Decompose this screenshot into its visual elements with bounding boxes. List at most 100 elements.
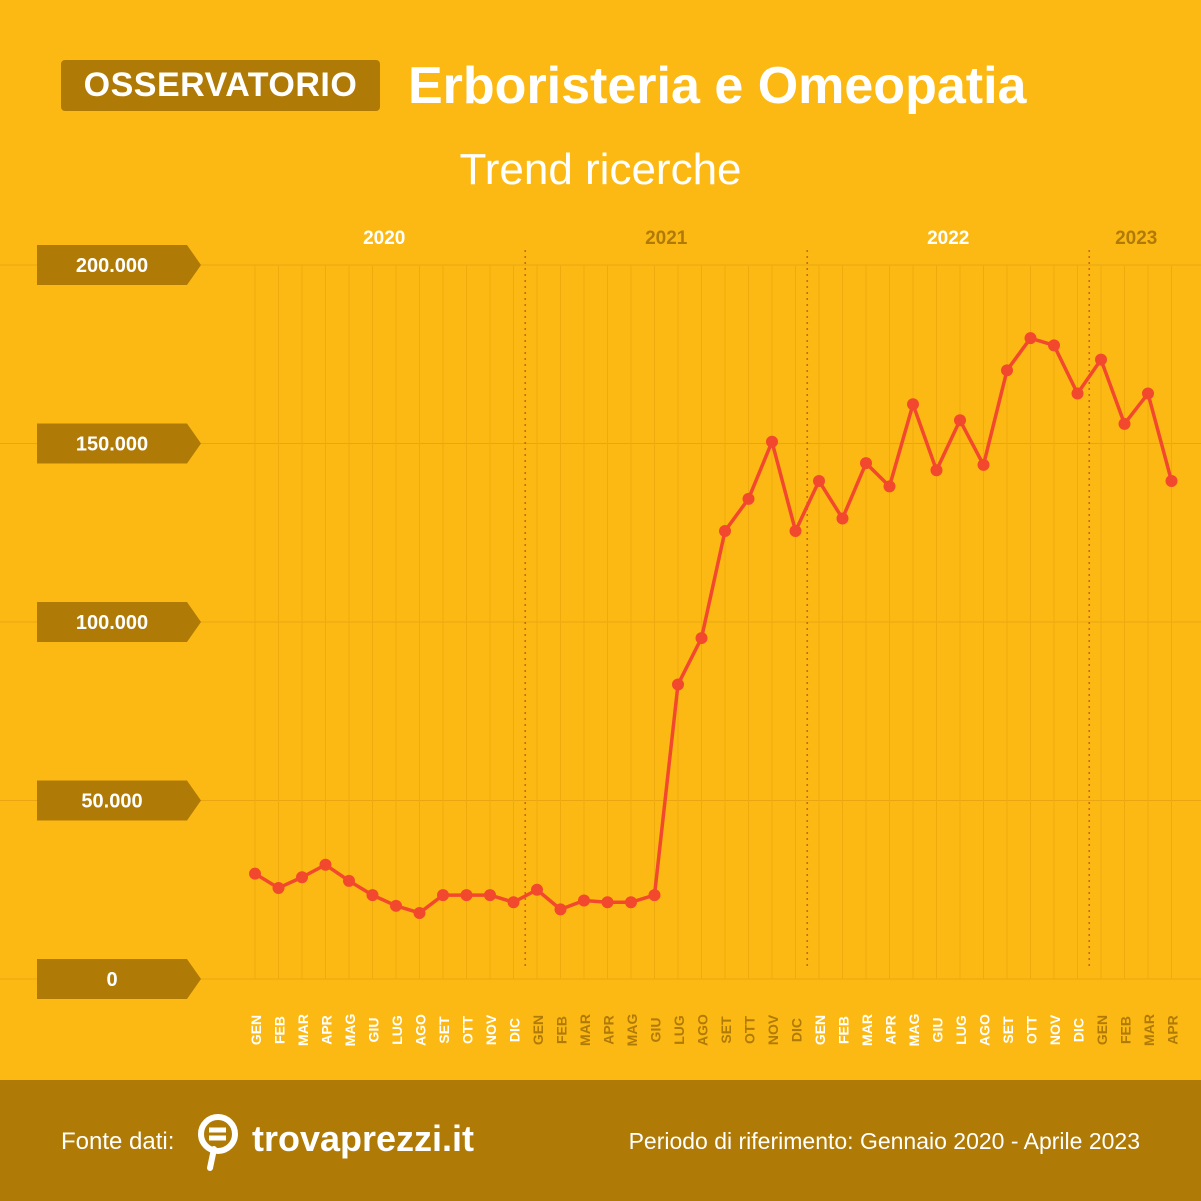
data-point — [437, 889, 449, 902]
month-tick-label: MAG — [624, 1014, 640, 1047]
y-tick-badge — [37, 245, 201, 285]
data-point — [672, 678, 684, 691]
data-point — [813, 474, 825, 487]
month-tick-label: NOV — [483, 1014, 499, 1045]
month-tick-label: GEN — [812, 1015, 828, 1045]
fonte-label: Fonte dati: — [61, 1128, 175, 1155]
year-label: 2023 — [1115, 228, 1157, 249]
month-tick-label: OTT — [1024, 1016, 1040, 1044]
month-tick-label: MAR — [1141, 1014, 1157, 1046]
trovaprezzi-logo-icon — [198, 1114, 238, 1171]
header: OSSERVATORIO Erboristeria e Omeopatia Tr… — [0, 0, 1201, 194]
y-tick-label: 100.000 — [76, 612, 148, 634]
month-tick-label: GEN — [1094, 1015, 1110, 1045]
data-point — [860, 457, 872, 470]
y-tick-badge — [37, 602, 201, 642]
month-tick-label: SET — [436, 1016, 452, 1044]
data-point — [648, 889, 661, 902]
month-tick-label: MAR — [295, 1014, 311, 1046]
month-tick-label: DIC — [1071, 1018, 1087, 1042]
data-point — [766, 435, 778, 448]
page-title: Erboristeria e Omeopatia — [408, 57, 1027, 115]
data-point — [1001, 364, 1013, 377]
year-label: 2020 — [363, 228, 405, 249]
y-tick-badge — [37, 423, 201, 464]
data-point — [272, 881, 285, 894]
y-tick-badge — [37, 959, 201, 999]
month-tick-label: LUG — [953, 1015, 969, 1045]
month-tick-label: DIC — [789, 1018, 805, 1042]
data-point — [1118, 417, 1131, 430]
data-point — [601, 896, 614, 909]
data-point — [742, 492, 755, 505]
month-tick-label: FEB — [1118, 1016, 1134, 1044]
month-tick-label: OTT — [460, 1016, 476, 1044]
month-tick-label: FEB — [836, 1016, 852, 1044]
month-tick-label: GIU — [930, 1018, 946, 1043]
data-point — [695, 632, 708, 645]
chart-subtitle: Trend ricerche — [459, 145, 742, 194]
data-point — [1142, 387, 1154, 400]
month-tick-label: APR — [1165, 1015, 1181, 1045]
data-point — [390, 899, 402, 912]
y-tick-label: 50.000 — [81, 791, 142, 813]
data-point — [1095, 353, 1107, 366]
data-point — [531, 883, 543, 896]
trend-line-chart: 2020 2021 2022 2023 0 50.000 100.000 150.000 200… — [0, 228, 1201, 1047]
data-point — [1048, 339, 1060, 352]
month-tick-label: MAG — [906, 1014, 922, 1047]
y-tick-label: 150.000 — [76, 434, 148, 456]
data-point — [789, 524, 802, 537]
month-tick-label: GIU — [366, 1018, 382, 1043]
month-tick-label: AGO — [695, 1014, 711, 1046]
data-point — [249, 867, 261, 880]
data-point — [507, 896, 520, 909]
year-label: 2022 — [927, 228, 969, 249]
month-tick-label: NOV — [1047, 1014, 1063, 1045]
data-point — [954, 414, 966, 427]
data-point — [343, 874, 355, 887]
data-point — [625, 896, 637, 909]
month-tick-label: APR — [883, 1015, 899, 1045]
y-tick-label: 0 — [106, 969, 117, 991]
data-point — [554, 903, 567, 916]
data-point — [977, 458, 990, 471]
month-tick-label: FEB — [272, 1016, 288, 1044]
month-tick-label: APR — [601, 1015, 617, 1045]
month-tick-label: GIU — [648, 1018, 664, 1043]
data-point — [1165, 474, 1178, 487]
month-tick-label: OTT — [742, 1016, 758, 1044]
data-point — [883, 480, 896, 493]
month-tick-label: NOV — [765, 1014, 781, 1045]
month-tick-label: DIC — [507, 1018, 523, 1042]
data-point — [930, 464, 943, 477]
month-tick-label: AGO — [977, 1014, 993, 1046]
month-tick-label: MAR — [859, 1014, 875, 1046]
month-tick-label: APR — [319, 1015, 335, 1045]
y-tick-label: 200.000 — [76, 255, 148, 277]
data-point — [907, 398, 919, 411]
data-point — [578, 894, 590, 907]
osservatorio-badge: OSSERVATORIO — [61, 60, 380, 111]
series-line — [254, 336, 1174, 915]
data-point — [319, 858, 332, 871]
month-tick-label: GEN — [530, 1015, 546, 1045]
month-tick-label: SET — [718, 1016, 734, 1044]
y-tick-badge — [37, 780, 201, 821]
data-point — [366, 889, 379, 902]
brand-name: trovaprezzi.it — [252, 1118, 475, 1159]
data-point — [1024, 332, 1037, 345]
data-point — [413, 906, 426, 919]
month-tick-label: MAR — [577, 1014, 593, 1046]
month-tick-label: MAG — [342, 1014, 358, 1047]
month-tick-label: LUG — [389, 1015, 405, 1045]
month-tick-label: SET — [1000, 1016, 1016, 1044]
data-point — [836, 512, 849, 525]
data-point — [719, 524, 731, 537]
data-point — [296, 871, 308, 884]
data-point — [484, 889, 496, 902]
month-tick-label: GEN — [248, 1015, 264, 1045]
data-point — [460, 889, 473, 902]
reference-period: Periodo di riferimento: Gennaio 2020 - A… — [628, 1128, 1140, 1154]
year-label: 2021 — [645, 228, 688, 249]
